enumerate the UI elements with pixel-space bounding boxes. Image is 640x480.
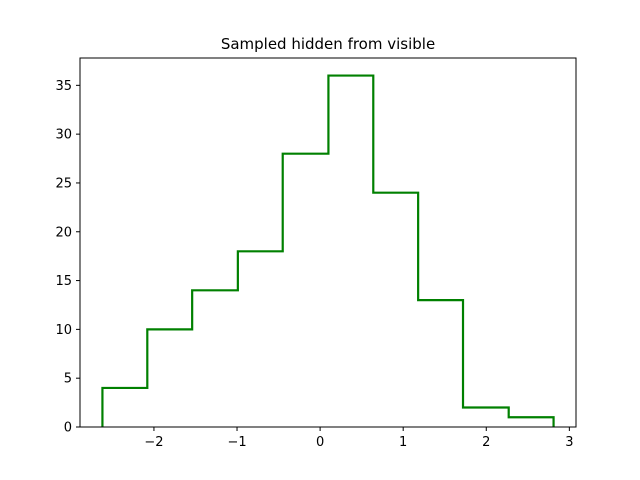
y-tick-label: 35 (55, 79, 72, 94)
x-tick-label: −1 (227, 435, 246, 450)
plot-frame (79, 57, 577, 428)
x-axis: −2 −1 0 1 2 3 (144, 427, 573, 450)
x-tick-label: 2 (482, 435, 490, 450)
y-tick-label: 15 (55, 274, 72, 289)
y-tick-label: 5 (64, 372, 72, 387)
y-tick-label: 20 (55, 225, 72, 240)
x-tick-label: 3 (565, 435, 573, 450)
x-tick-label: 1 (399, 435, 407, 450)
chart-title: Sampled hidden from visible (221, 35, 435, 53)
x-tick-label: 0 (316, 435, 324, 450)
y-tick-label: 25 (55, 176, 72, 191)
y-tick-label: 10 (55, 323, 72, 338)
y-axis: 0 5 10 15 20 25 30 35 (55, 79, 80, 436)
histogram-step-outline (101, 74, 555, 427)
x-tick-label: −2 (144, 435, 163, 450)
y-tick-label: 30 (55, 128, 72, 143)
y-tick-label: 0 (64, 421, 72, 436)
